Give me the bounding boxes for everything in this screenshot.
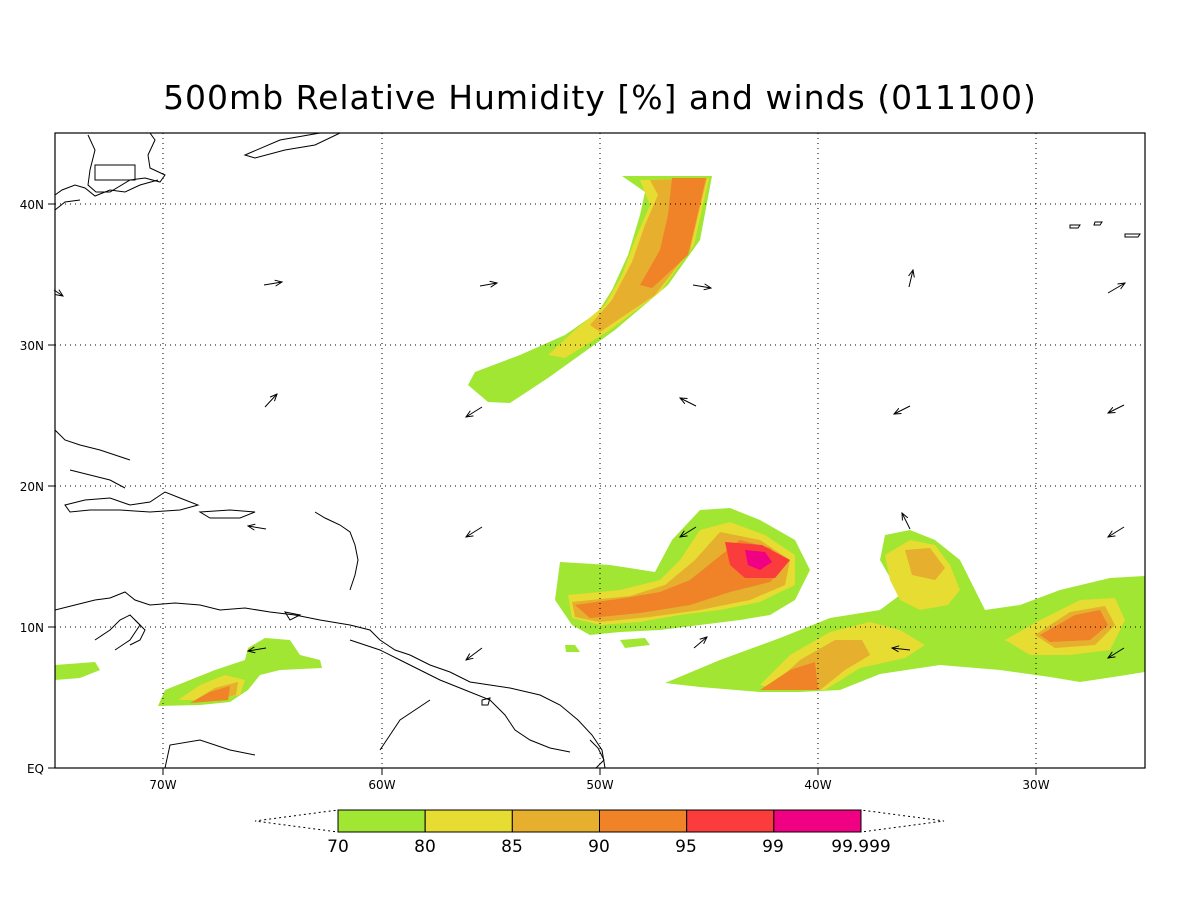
x-tick-label: 30W <box>1022 778 1049 792</box>
wind-arrow <box>263 282 282 285</box>
colorbar-label: 85 <box>501 837 523 857</box>
colorbar-cell <box>424 809 513 833</box>
wind-arrow <box>264 394 277 408</box>
y-tick-label: 20N <box>20 480 44 494</box>
axis-ticks <box>48 203 1037 775</box>
wind-arrow <box>902 513 911 530</box>
wind-arrow <box>680 398 697 407</box>
wind-arrow <box>1107 283 1125 294</box>
x-tick-label: 70W <box>149 778 176 792</box>
rh-90-west <box>190 686 230 703</box>
rh-90-band <box>760 662 818 690</box>
wind-arrow <box>479 283 497 286</box>
rh-90-plume <box>640 178 706 288</box>
y-tick-label: 30N <box>20 339 44 353</box>
x-tick-label: 60W <box>368 778 395 792</box>
wind-arrow <box>466 526 483 537</box>
x-tick-label: 50W <box>586 778 613 792</box>
colorbar-label: 80 <box>414 837 436 857</box>
y-tick-label: 10N <box>20 621 44 635</box>
colorbar-label: 99.999 <box>831 837 890 857</box>
colorbar-high-triangle <box>860 809 945 833</box>
wind-arrow <box>692 285 711 288</box>
wind-arrow <box>909 270 913 288</box>
colorbar-cell <box>686 809 775 833</box>
wind-arrow <box>1108 526 1125 537</box>
wind-arrow <box>1108 404 1125 413</box>
colorbar-cell <box>599 809 688 833</box>
map-title: 500mb Relative Humidity [%] and winds (0… <box>163 78 1037 117</box>
colorbar-label: 99 <box>762 837 784 857</box>
graticule <box>55 133 1145 768</box>
rh-90-band-b <box>1040 610 1108 642</box>
wind-arrow <box>248 648 267 651</box>
wind-arrow <box>1108 647 1125 658</box>
colorbar-cell <box>773 809 862 833</box>
y-tick-label: EQ <box>27 762 44 776</box>
colorbar-label: 70 <box>327 837 349 857</box>
wind-arrow <box>466 406 483 417</box>
colorbar-low-triangle <box>254 809 339 833</box>
wind-arrow <box>693 637 707 649</box>
colorbar: 70 80 85 90 95 99 99.999 <box>254 809 945 857</box>
wind-arrow <box>892 648 911 650</box>
colorbar-label: 95 <box>675 837 697 857</box>
rh-85-north <box>905 548 945 580</box>
rh-99-central <box>745 550 772 570</box>
rh-70-west <box>158 638 322 706</box>
humidity-shading <box>55 176 1145 706</box>
wind-arrow <box>248 526 267 529</box>
y-tick-label: 40N <box>20 198 44 212</box>
wind-arrow <box>894 405 911 414</box>
wind-arrow <box>466 647 483 660</box>
colorbar-label: 90 <box>588 837 610 857</box>
colorbar-cell <box>511 809 600 833</box>
x-tick-label: 40W <box>804 778 831 792</box>
wind-arrow <box>680 526 697 537</box>
colorbar-cell <box>337 809 426 833</box>
